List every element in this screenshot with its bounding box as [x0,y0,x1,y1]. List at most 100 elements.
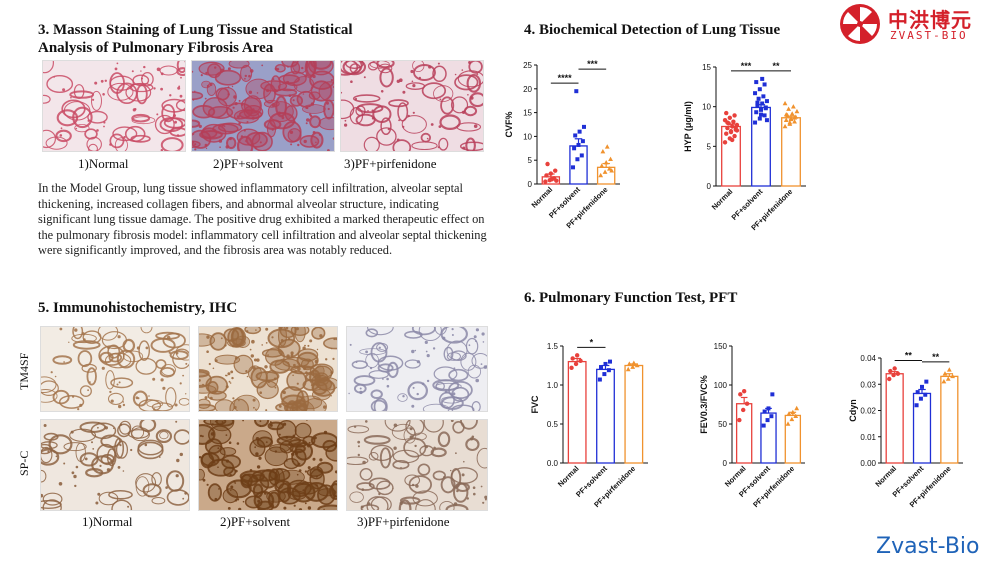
data-point [755,100,760,105]
data-point [790,409,796,415]
data-point [888,368,893,374]
masson-caption-normal: 1)Normal [78,156,129,171]
data-point [729,124,735,129]
data-point [634,362,640,368]
data-point [754,80,759,85]
data-point [577,129,582,134]
data-point [760,101,765,106]
data-point [732,133,737,139]
y-tick-label: 0 [707,182,712,191]
ihc-spc-normal-image [40,419,190,511]
data-point [581,124,586,129]
data-point [755,103,760,108]
data-point [603,361,608,366]
data-point [737,417,742,423]
data-point [761,423,766,428]
significance-label: ** [905,351,913,361]
data-point [607,166,612,171]
data-point [923,392,928,397]
data-point [574,89,579,94]
bar [596,368,615,464]
y-tick-label: 0.5 [547,420,559,429]
y-tick-label: 0.0 [547,459,559,468]
data-point [608,156,613,162]
data-point [597,377,602,382]
data-point [887,376,892,382]
data-point [599,365,604,370]
data-point [793,413,799,418]
x-tick-label: Normal [873,464,898,489]
data-point [630,364,636,369]
masson-normal-image [42,60,186,152]
data-point [609,168,615,173]
data-point [765,418,770,423]
data-point [606,368,611,373]
data-point [576,142,581,147]
umbrella-logo-icon [840,4,880,44]
data-point [571,165,576,170]
significance-label: ** [772,61,780,71]
data-point [760,76,765,81]
masson-caption-pf-pirfenidone: 3)PF+pirfenidone [344,156,437,171]
y-tick-label: 0.00 [860,459,876,468]
data-point [753,120,758,125]
section4-title: 4. Biochemical Detection of Lung Tissue [524,22,781,38]
y-tick-label: 20 [523,85,532,94]
y-tick-label: 25 [523,61,532,70]
data-point [788,116,794,122]
bar [721,125,741,187]
data-point [545,161,550,167]
data-point [789,416,795,422]
data-point [578,358,583,364]
data-point [543,179,548,184]
significance-label: ** [932,352,940,362]
data-point [792,119,797,124]
data-point [945,376,951,381]
data-point [741,407,746,413]
data-point [941,379,947,384]
data-point [895,371,901,376]
y-tick-label: 50 [718,420,727,429]
significance-label: * [590,337,594,347]
data-point [727,115,733,120]
y-tick-label: 150 [714,342,728,351]
chart-fvc-svg: 0.00.51.01.5FVCNormalPF+solventPF+pirfen… [530,337,648,509]
section6-title: 6. Pulmonary Function Test, PFT [524,290,738,306]
y-tick-label: 5 [707,142,712,151]
company-logo: 中洪博元 ZVAST-BIO [838,2,996,46]
x-tick-label: Normal [530,185,555,210]
bar [885,373,904,464]
y-axis-label: HYP (μg/ml) [683,101,693,152]
data-point [789,111,795,116]
data-point [724,110,729,116]
data-point [770,392,775,397]
y-axis-label: CVF% [504,111,514,137]
y-tick-label: 1.5 [547,342,559,351]
data-point [786,411,792,416]
data-point [602,169,608,174]
y-tick-label: 0.01 [860,433,876,442]
data-point [544,173,549,178]
data-point [790,104,796,109]
data-point [792,115,797,120]
chart-fev-svg: 050100150FEV0.3/FVC%NormalPF+solventPF+p… [699,342,805,509]
logo-chinese-name: 中洪博元 [888,8,972,32]
data-point [744,401,750,406]
x-tick-label: Normal [710,187,735,212]
data-point [942,371,948,376]
y-tick-label: 100 [714,381,728,390]
data-point [759,112,763,117]
data-point [625,366,631,372]
data-point [607,359,612,364]
data-point [570,356,575,361]
section5-title: 5. Immunohistochemistry, IHC [38,300,238,316]
data-point [786,106,792,111]
bar [760,412,777,464]
data-point [573,361,579,367]
data-point [574,353,580,358]
data-point [580,139,585,144]
data-point [759,107,763,112]
chart-fvc: 0.0 0.5 1.0 1.5 FVC Normal PF+solvent PF+pirfen… [520,337,670,548]
data-point [787,119,793,125]
